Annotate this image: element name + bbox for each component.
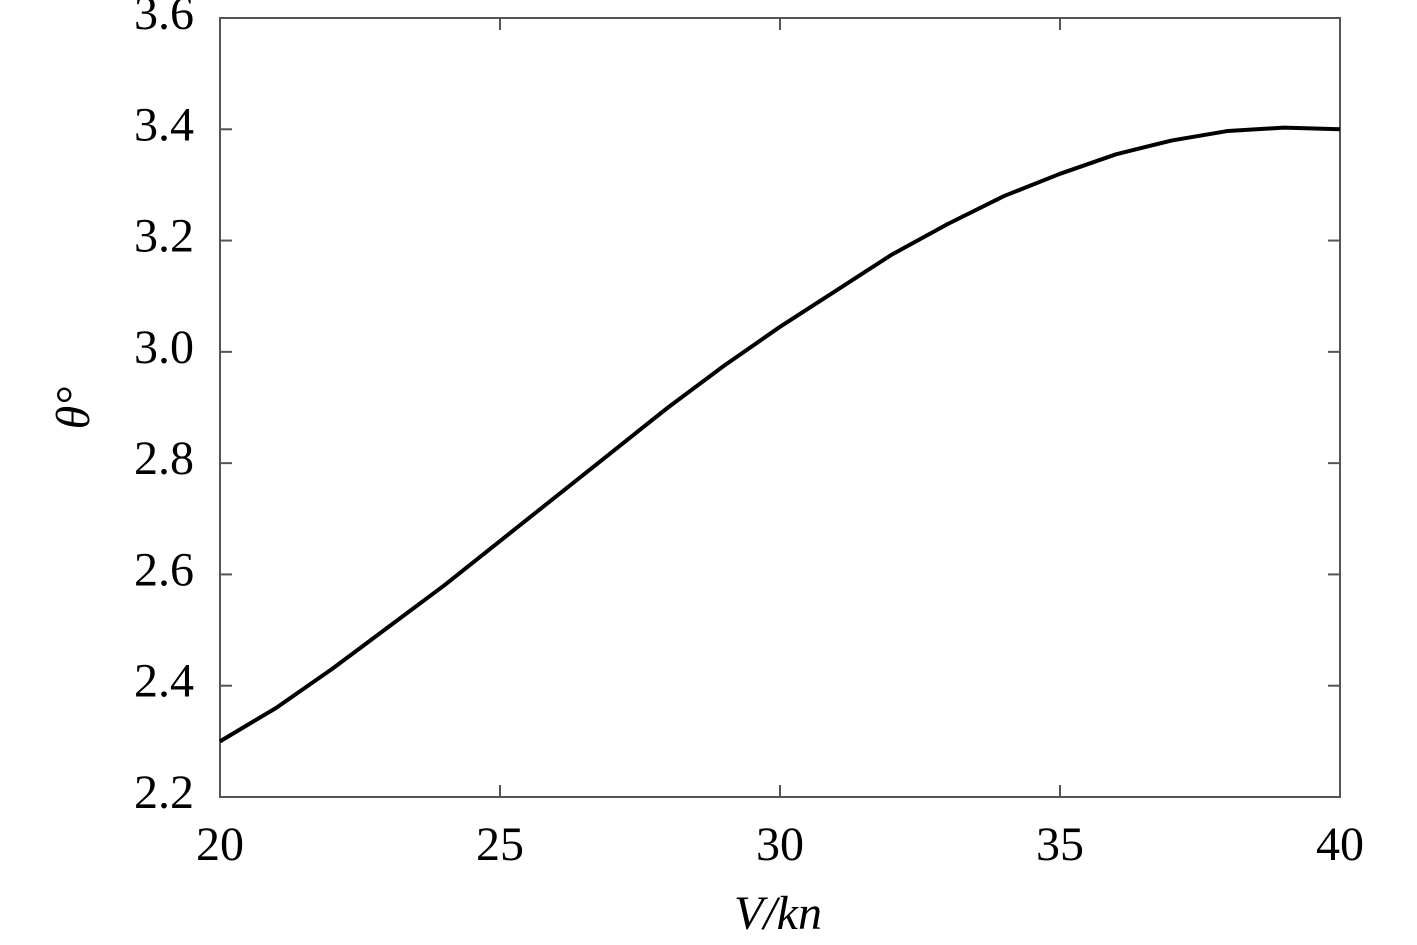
- y-tick-label: 3.0: [134, 321, 194, 374]
- data-line: [218, 125, 1341, 744]
- x-axis-label: V/kn: [734, 887, 822, 940]
- plot-frame: [219, 17, 1341, 798]
- x-tick-label: 35: [1036, 818, 1084, 871]
- y-axis-label: θ°: [47, 387, 100, 430]
- x-tick-label: 25: [476, 818, 524, 871]
- x-tick-label: 20: [196, 818, 244, 871]
- y-tick-label: 2.8: [134, 432, 194, 485]
- y-tick-label: 3.2: [134, 210, 194, 263]
- y-tick-label: 3.4: [134, 98, 194, 151]
- y-tick-label: 2.4: [134, 655, 194, 708]
- x-tick-label: 30: [756, 818, 804, 871]
- x-tick-label: 40: [1316, 818, 1364, 871]
- y-tick-label: 3.6: [134, 0, 194, 40]
- y-tick-label: 2.6: [134, 543, 194, 596]
- y-tick-label: 2.2: [134, 766, 194, 819]
